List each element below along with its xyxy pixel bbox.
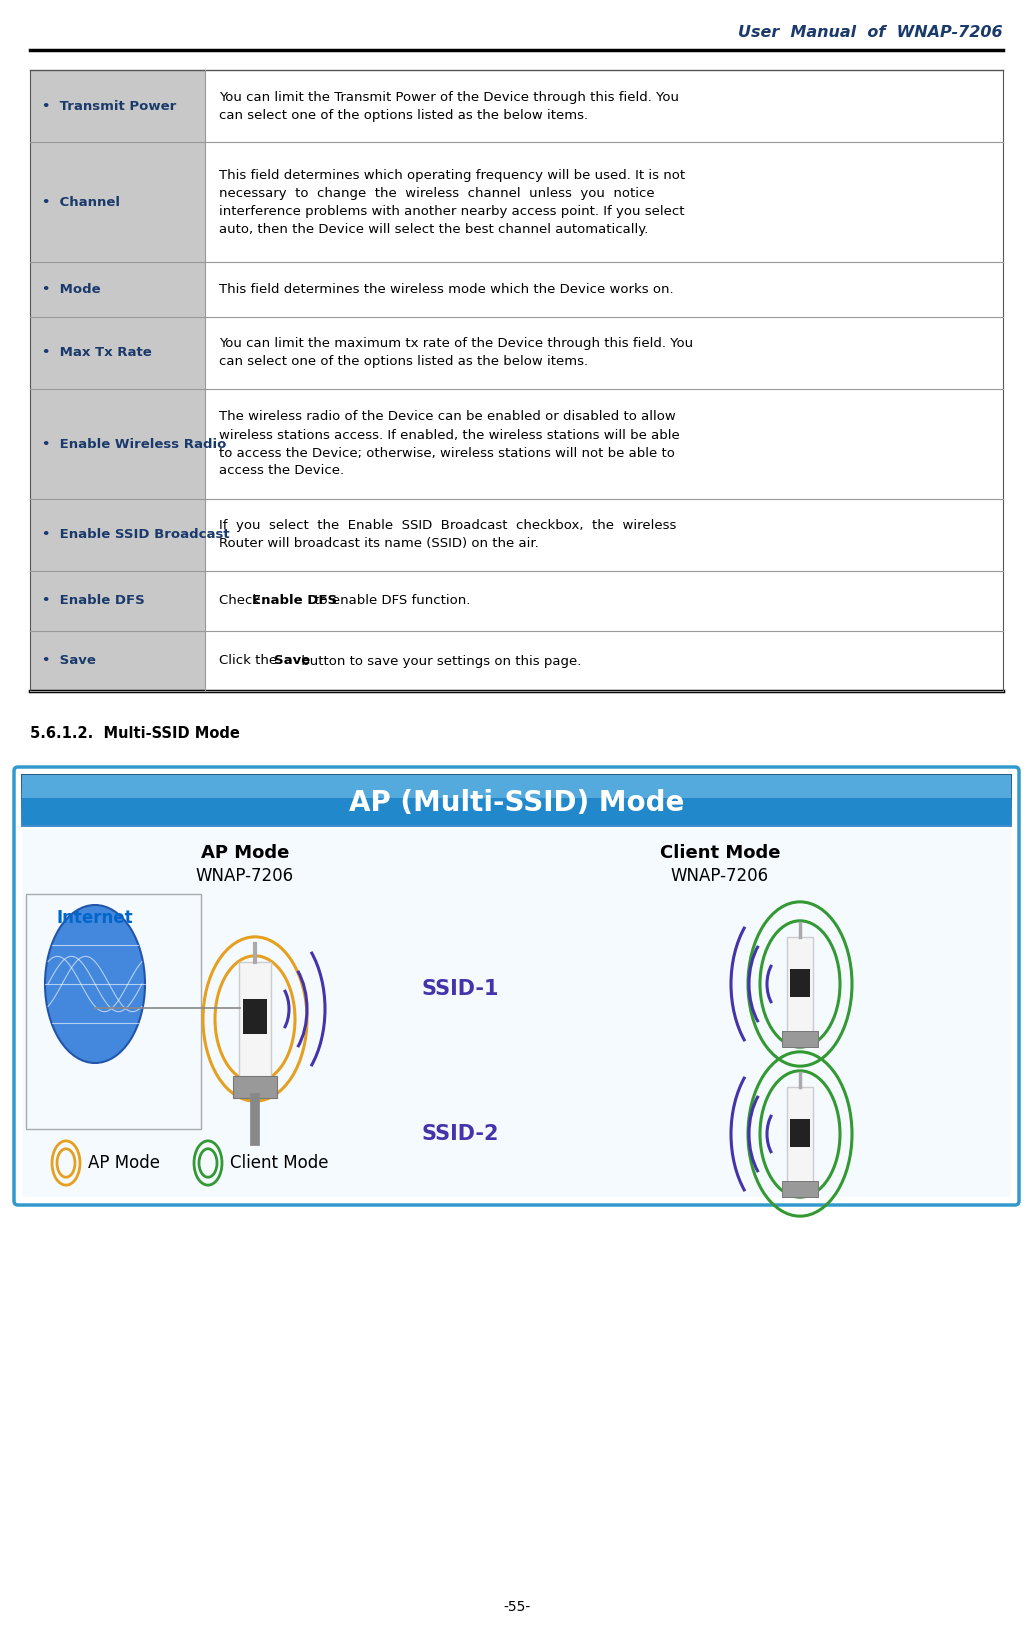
Bar [21, 793, 1012, 801]
Text: WNAP-7206: WNAP-7206 [196, 867, 294, 885]
Text: Internet: Internet [57, 909, 133, 927]
Text: You can limit the maximum tx rate of the Device through this field. You
can sele: You can limit the maximum tx rate of the… [219, 338, 693, 369]
Text: •  Transmit Power: • Transmit Power [42, 100, 177, 113]
Text: •  Save: • Save [42, 654, 96, 667]
Bar [22, 775, 1011, 826]
Bar [782, 1182, 818, 1196]
Bar [21, 774, 1012, 782]
Bar [239, 961, 271, 1077]
Text: •  Enable DFS: • Enable DFS [42, 594, 145, 607]
Text: •  Mode: • Mode [42, 282, 100, 295]
Bar [243, 999, 267, 1035]
Bar [782, 1031, 818, 1048]
Text: Save: Save [274, 654, 310, 667]
Bar [26, 894, 201, 1129]
Text: This field determines which operating frequency will be used. It is not
necessar: This field determines which operating fr… [219, 168, 685, 235]
Text: AP Mode: AP Mode [88, 1154, 160, 1172]
Text: Enable DFS: Enable DFS [252, 594, 337, 607]
Text: •  Channel: • Channel [42, 196, 120, 209]
Bar [790, 969, 810, 997]
Bar [21, 813, 1012, 819]
Text: If  you  select  the  Enable  SSID  Broadcast  checkbox,  the  wireless
Router w: If you select the Enable SSID Broadcast … [219, 519, 677, 550]
Bar [21, 787, 1012, 795]
Bar [21, 800, 1012, 806]
Text: to enable DFS function.: to enable DFS function. [310, 594, 470, 607]
Bar [30, 317, 205, 388]
Bar [233, 1075, 277, 1098]
Bar [21, 806, 1012, 813]
Text: Client Mode: Client Mode [660, 844, 780, 862]
Text: AP Mode: AP Mode [200, 844, 289, 862]
Bar [21, 780, 1012, 788]
Bar [30, 70, 205, 142]
Text: 5.6.1.2.  Multi-SSID Mode: 5.6.1.2. Multi-SSID Mode [30, 726, 240, 741]
FancyBboxPatch shape [14, 767, 1019, 1204]
Text: button to save your settings on this page.: button to save your settings on this pag… [298, 654, 582, 667]
Text: •  Enable SSID Broadcast: • Enable SSID Broadcast [42, 529, 229, 542]
Text: •  Max Tx Rate: • Max Tx Rate [42, 346, 152, 359]
Bar [787, 1087, 813, 1182]
Text: This field determines the wireless mode which the Device works on.: This field determines the wireless mode … [219, 282, 674, 295]
Bar [30, 632, 205, 690]
Text: Client Mode: Client Mode [230, 1154, 328, 1172]
Text: -55-: -55- [503, 1599, 530, 1614]
Text: SSID-1: SSID-1 [421, 979, 499, 999]
Bar [30, 142, 205, 263]
Text: SSID-2: SSID-2 [421, 1124, 499, 1144]
Bar [787, 937, 813, 1031]
Text: You can limit the Transmit Power of the Device through this field. You
can selec: You can limit the Transmit Power of the … [219, 90, 679, 121]
Text: Click the: Click the [219, 654, 281, 667]
Text: •  Enable Wireless Radio: • Enable Wireless Radio [42, 437, 226, 450]
Text: The wireless radio of the Device can be enabled or disabled to allow
wireless st: The wireless radio of the Device can be … [219, 411, 680, 478]
Text: Check: Check [219, 594, 264, 607]
Text: AP (Multi-SSID) Mode: AP (Multi-SSID) Mode [349, 788, 684, 818]
Bar [30, 499, 205, 571]
Bar [30, 263, 205, 317]
Text: WNAP-7206: WNAP-7206 [671, 867, 769, 885]
Bar [30, 388, 205, 499]
Bar [22, 775, 1011, 798]
Ellipse shape [45, 906, 145, 1062]
Bar [30, 571, 205, 632]
Bar [21, 819, 1012, 826]
Bar [22, 829, 1011, 1196]
Text: User  Manual  of  WNAP-7206: User Manual of WNAP-7206 [739, 24, 1003, 41]
Bar [21, 774, 1012, 826]
Bar [790, 1120, 810, 1147]
